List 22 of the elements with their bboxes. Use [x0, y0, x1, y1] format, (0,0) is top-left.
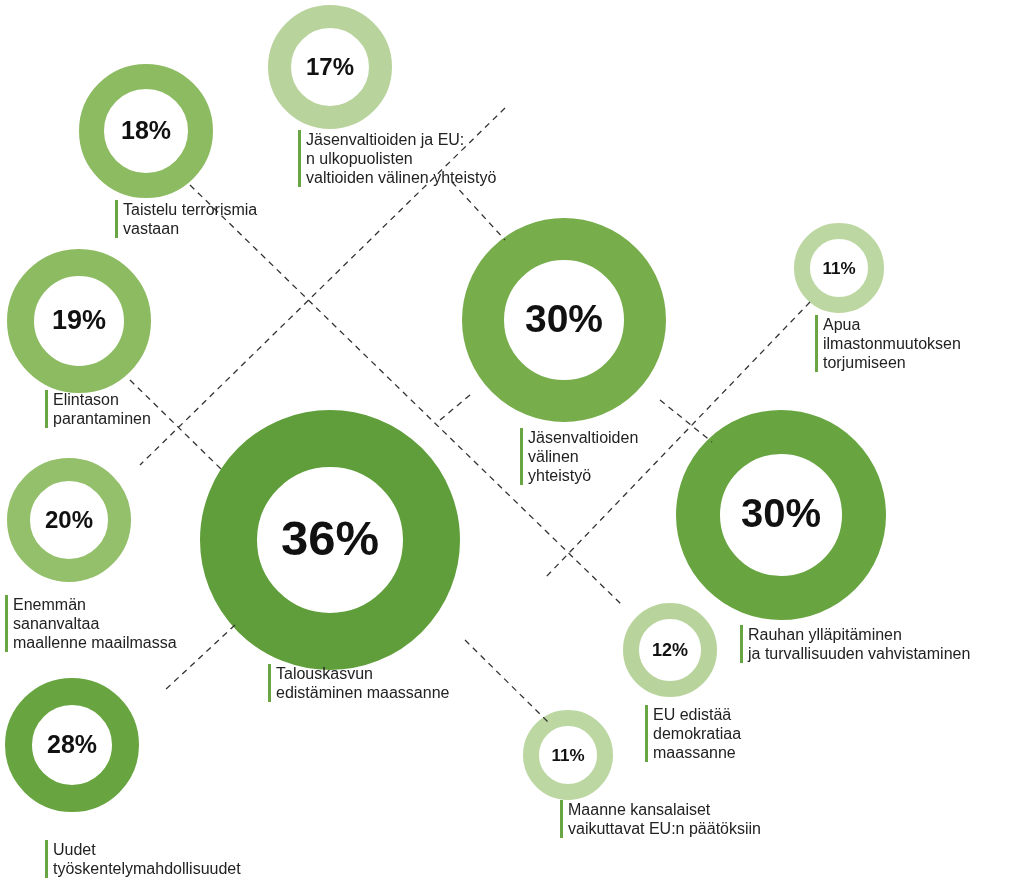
data-label: 36%: [280, 510, 380, 565]
data-label: 28%: [46, 729, 98, 758]
category-label: Talouskasvun edistäminen maassanne: [268, 664, 450, 702]
data-label: 30%: [740, 491, 822, 536]
category-label: Maanne kansalaiset vaikuttavat EU:n päätöksiin: [560, 800, 761, 838]
data-label: 12%: [651, 639, 689, 660]
data-label: 30%: [524, 296, 604, 340]
data-label: 19%: [51, 305, 107, 336]
data-label: 11%: [822, 258, 856, 278]
category-label: Rauhan ylläpitäminen ja turvallisuuden vahvistaminen: [740, 625, 971, 663]
category-label: Elintason parantaminen: [45, 390, 151, 428]
category-label: Uudet työskentelymahdollisuudet: [45, 840, 241, 878]
data-label: 11%: [551, 745, 585, 765]
data-label: 18%: [120, 115, 172, 144]
category-label: EU edistää demokratiaa maassanne: [645, 705, 742, 762]
data-label: 17%: [305, 52, 355, 80]
data-label: 20%: [44, 505, 94, 533]
category-label: Taistelu terrorismia vastaan: [115, 200, 258, 238]
category-label: Apua ilmastonmuutoksen torjumiseen: [815, 315, 961, 372]
category-label: Enemmän sananvaltaa maallenne maailmassa: [5, 595, 177, 652]
category-label: Jäsenvaltioiden ja EU: n ulkopuolisten valtioiden välinen yhteistyö: [298, 130, 497, 187]
category-label: Jäsenvaltioiden välinen yhteistyö: [520, 428, 639, 485]
